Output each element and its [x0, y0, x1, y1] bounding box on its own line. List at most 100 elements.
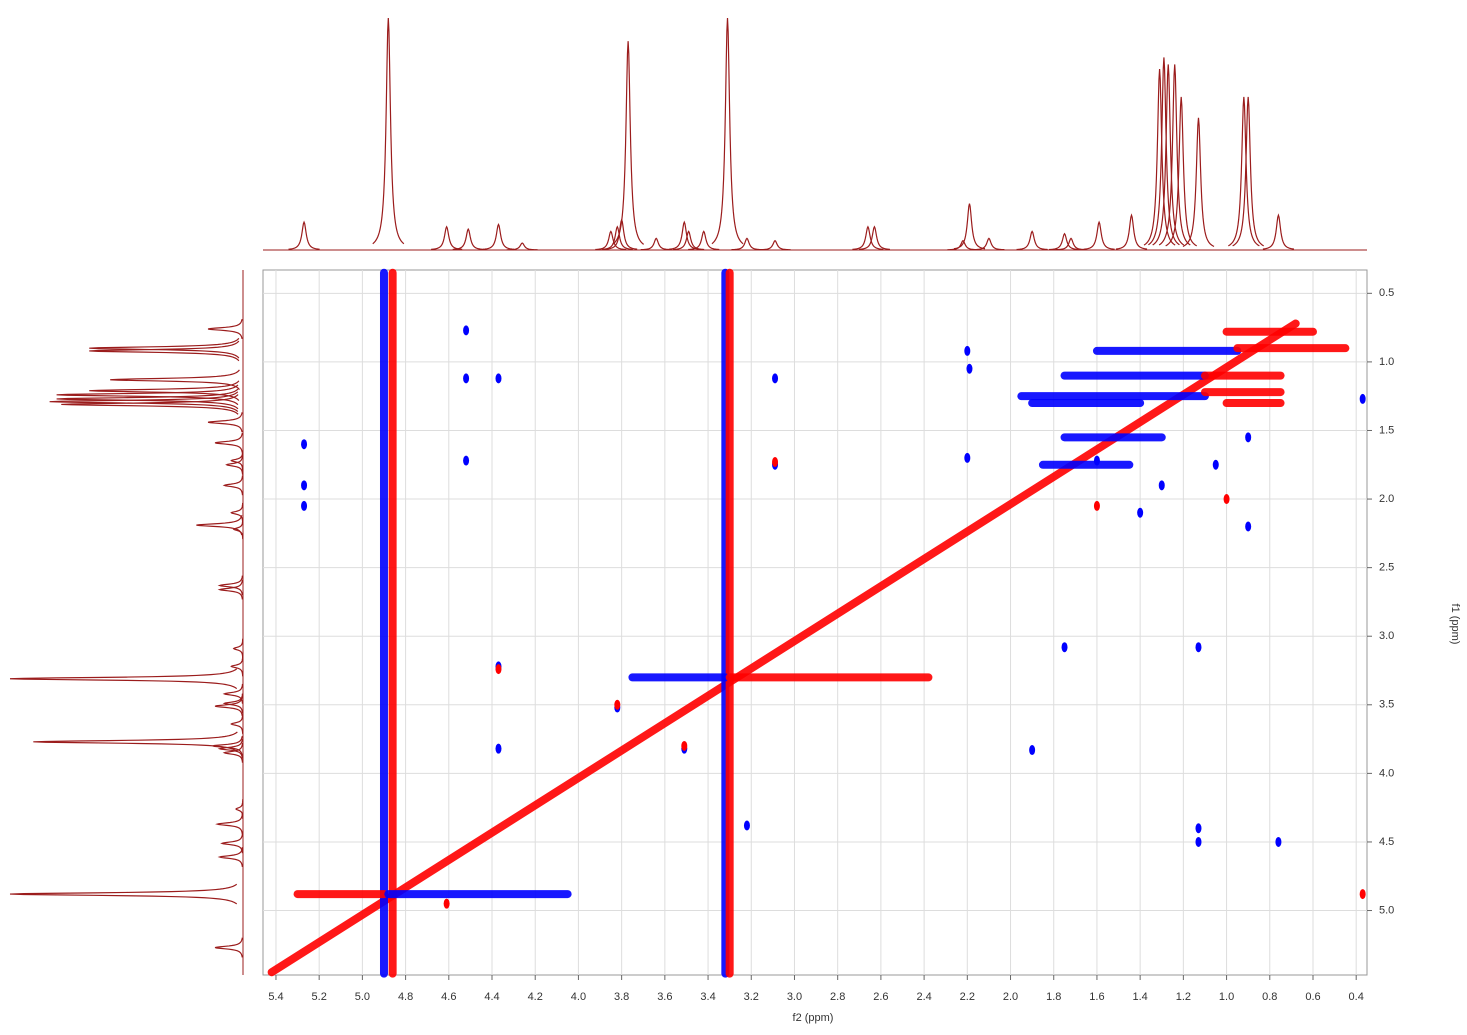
projection-peak [225, 454, 244, 475]
projection-peak [56, 388, 239, 410]
x-tick-label: 5.4 [268, 991, 283, 1003]
projection-peak [215, 814, 243, 835]
cross-peak [772, 373, 779, 384]
y-tick-label: 0.5 [1379, 287, 1394, 299]
cross-peak [1137, 507, 1144, 518]
projection-peak [431, 225, 463, 250]
x-tick-label: 2.8 [830, 991, 845, 1003]
projection-peak [1262, 213, 1295, 250]
projection-peak [1048, 232, 1081, 251]
projection-peak [207, 412, 243, 433]
projection-peak [222, 683, 244, 704]
x-tick-label: 1.0 [1219, 991, 1234, 1003]
projection-peak [214, 937, 243, 958]
projection-peak [1158, 64, 1191, 246]
projection-peak [711, 17, 744, 245]
projection-peak [232, 638, 244, 659]
projection-peak [196, 515, 243, 536]
projection-peak [673, 230, 705, 251]
cross-peak [1029, 745, 1036, 756]
cross-peak [301, 500, 308, 511]
projection-peak [207, 318, 243, 339]
projection-peak [230, 450, 244, 471]
projection-peak [230, 656, 244, 677]
y-tick-label: 5.0 [1379, 904, 1394, 916]
projection-peak [217, 847, 243, 867]
projection-peak [947, 239, 979, 251]
cross-peak [495, 743, 502, 754]
projection-peak [222, 693, 244, 714]
projection-peak [235, 799, 244, 819]
projection-peak [595, 230, 627, 251]
cross-peak [681, 740, 688, 751]
cross-peak [1359, 889, 1366, 900]
x-tick-label: 2.0 [1003, 991, 1018, 1003]
cross-peak [443, 898, 450, 909]
cross-peak [495, 373, 502, 384]
projection-peak [49, 391, 239, 412]
x-tick-label: 1.4 [1133, 991, 1148, 1003]
cross-peak [1359, 393, 1366, 404]
projection-peak [1115, 213, 1148, 250]
x-tick-label: 2.4 [916, 991, 931, 1003]
x-tick-label: 1.8 [1046, 991, 1061, 1003]
projection-peak [640, 237, 672, 251]
y-tick-label: 4.5 [1379, 836, 1394, 848]
cross-peak [743, 820, 750, 831]
projection-peak [1083, 220, 1115, 250]
projection-peak [953, 203, 986, 250]
projection-peak [1232, 96, 1265, 247]
projection-peak [506, 242, 538, 251]
projection-peak [1228, 96, 1260, 247]
projection-peak [56, 384, 239, 406]
x-tick-label: 3.4 [700, 991, 715, 1003]
cross-peak [1212, 459, 1219, 470]
projection-peak [288, 220, 320, 250]
projection-peak [852, 225, 884, 250]
projection-peak [9, 883, 238, 905]
projection-peak [33, 731, 238, 753]
cross-peak [1245, 521, 1252, 532]
x-tick-label: 3.6 [657, 991, 672, 1003]
projection-peak [973, 237, 1005, 251]
y-tick-label: 2.0 [1379, 493, 1394, 505]
projection-peak [217, 575, 243, 596]
cross-peak [1195, 836, 1202, 847]
projection-peak [1148, 57, 1180, 246]
projection-peak [1143, 69, 1176, 246]
projection-peak [214, 432, 243, 453]
cross-peak [495, 664, 502, 675]
cross-peak [301, 480, 308, 491]
x-tick-label: 1.2 [1176, 991, 1191, 1003]
x-tick-label: 0.4 [1349, 991, 1364, 1003]
cross-peak [966, 363, 973, 374]
projection-peak [452, 227, 484, 251]
x-tick-label: 4.6 [441, 991, 456, 1003]
cross-peak [463, 325, 470, 336]
projection-peak [688, 230, 720, 251]
cross-peak [964, 452, 971, 463]
projection-peak [1165, 96, 1198, 247]
projection-peak [222, 475, 244, 496]
x-tick-label: 5.0 [355, 991, 370, 1003]
y-tick-label: 4.0 [1379, 767, 1394, 779]
cross-peak [301, 439, 308, 450]
cross-peak [614, 699, 621, 710]
projection-peak [759, 239, 791, 251]
projection-peak [217, 579, 243, 600]
x-tick-label: 0.6 [1305, 991, 1320, 1003]
cross-peak [1195, 642, 1202, 653]
projection-peak [110, 369, 240, 390]
y-tick-label: 1.5 [1379, 424, 1394, 436]
projection-peak [230, 714, 244, 734]
cross-peak [1275, 836, 1282, 847]
projection-peak [858, 225, 891, 250]
cross-peak [1093, 500, 1100, 511]
y-tick-label: 3.5 [1379, 699, 1394, 711]
x-tick-label: 4.2 [528, 991, 543, 1003]
projection-peak [731, 237, 763, 251]
x-tick-label: 2.2 [960, 991, 975, 1003]
x-tick-label: 5.2 [312, 991, 327, 1003]
